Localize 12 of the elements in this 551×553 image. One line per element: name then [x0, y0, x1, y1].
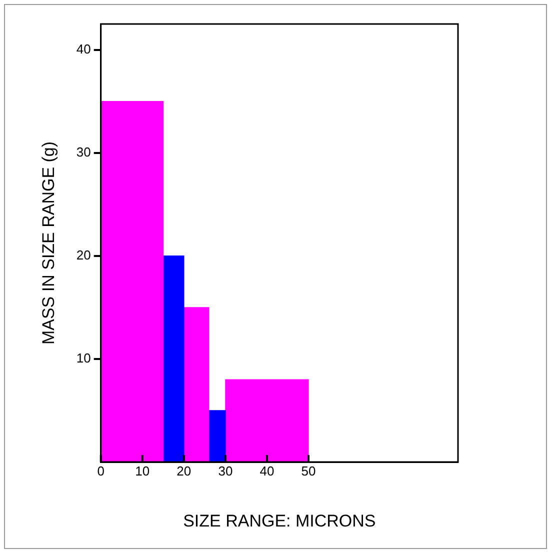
y-tick-label: 40 — [76, 41, 91, 56]
y-tick-label: 10 — [76, 350, 91, 366]
x-tick-label: 20 — [176, 463, 192, 478]
x-tick-label: 50 — [301, 463, 316, 478]
y-tick-label: 20 — [76, 247, 91, 262]
x-tick-label: 0 — [97, 463, 104, 478]
x-tick-label: 40 — [260, 463, 274, 478]
x-tick-label: 10 — [135, 463, 150, 478]
x-tick-label: 30 — [218, 463, 233, 478]
y-tick-label: 30 — [76, 144, 91, 160]
x-axis-title: SIZE RANGE: MICRONS — [183, 511, 376, 530]
y-axis-title: MASS IN SIZE RANGE (g) — [38, 141, 58, 345]
